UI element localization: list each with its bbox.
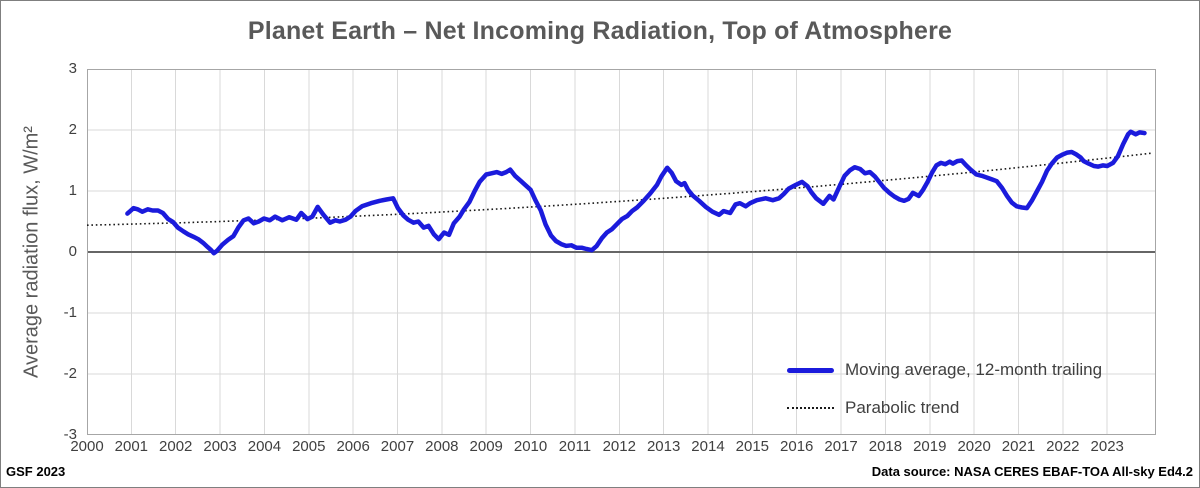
x-tick-label: 2010 [513, 438, 548, 455]
x-tick-label: 2021 [1001, 438, 1036, 455]
x-tick-label: 2011 [558, 438, 592, 455]
x-tick-label: 2022 [1046, 438, 1080, 455]
x-tick-label: 2019 [913, 438, 947, 455]
legend-item-parabolic-trend: Parabolic trend [787, 396, 1102, 420]
x-tick-label: 2003 [203, 438, 237, 455]
chart-svg [87, 69, 1156, 435]
x-tick-label: 2018 [868, 438, 903, 455]
y-tick-label: 2 [68, 121, 77, 138]
x-tick-label: 2017 [824, 438, 858, 455]
x-tick-label: 2014 [691, 438, 725, 455]
y-tick-label: -3 [63, 426, 77, 443]
x-tick-label: 2012 [602, 438, 636, 455]
legend-label-parabolic-trend: Parabolic trend [845, 398, 960, 417]
x-tick-label: 2013 [646, 438, 681, 455]
legend: Moving average, 12-month trailing Parabo… [787, 358, 1102, 420]
credit-right: Data source: NASA CERES EBAF-TOA All-sky… [871, 464, 1193, 479]
x-tick-label: 2002 [159, 438, 193, 455]
x-tick-label: 2000 [70, 438, 104, 455]
legend-label-moving-average: Moving average, 12-month trailing [845, 360, 1103, 379]
x-tick-label: 2007 [380, 438, 415, 455]
chart-title: Planet Earth – Net Incoming Radiation, T… [247, 17, 953, 45]
credit-left: GSF 2023 [6, 464, 66, 479]
y-axis-ticks: 3 2 1 0 -1 -2 -3 [1, 60, 77, 443]
x-tick-label: 2015 [735, 438, 770, 455]
x-tick-label: 2005 [292, 438, 326, 455]
x-tick-label: 2020 [957, 438, 991, 455]
y-tick-label: 0 [68, 243, 77, 260]
legend-line-sample-solid [787, 367, 834, 373]
plot-area: Moving average, 12-month trailing Parabo… [87, 69, 1156, 435]
x-tick-label: 2001 [114, 438, 149, 455]
x-tick-label: 2006 [336, 438, 370, 455]
y-tick-label: 3 [68, 60, 77, 77]
x-tick-label: 2009 [469, 438, 503, 455]
y-tick-label: -2 [63, 365, 77, 382]
x-tick-label: 2004 [247, 438, 282, 455]
x-tick-label: 2016 [780, 438, 814, 455]
legend-item-moving-average: Moving average, 12-month trailing [787, 358, 1102, 382]
y-tick-label: 1 [68, 182, 77, 199]
x-tick-label: 2023 [1090, 438, 1124, 455]
legend-line-sample-dotted [787, 407, 834, 409]
x-tick-label: 2008 [425, 438, 459, 455]
x-axis-ticks: 2000 2001 2002 2003 2004 2005 2006 2007 2008 2009… [70, 438, 1156, 458]
y-tick-label: -1 [63, 304, 77, 321]
